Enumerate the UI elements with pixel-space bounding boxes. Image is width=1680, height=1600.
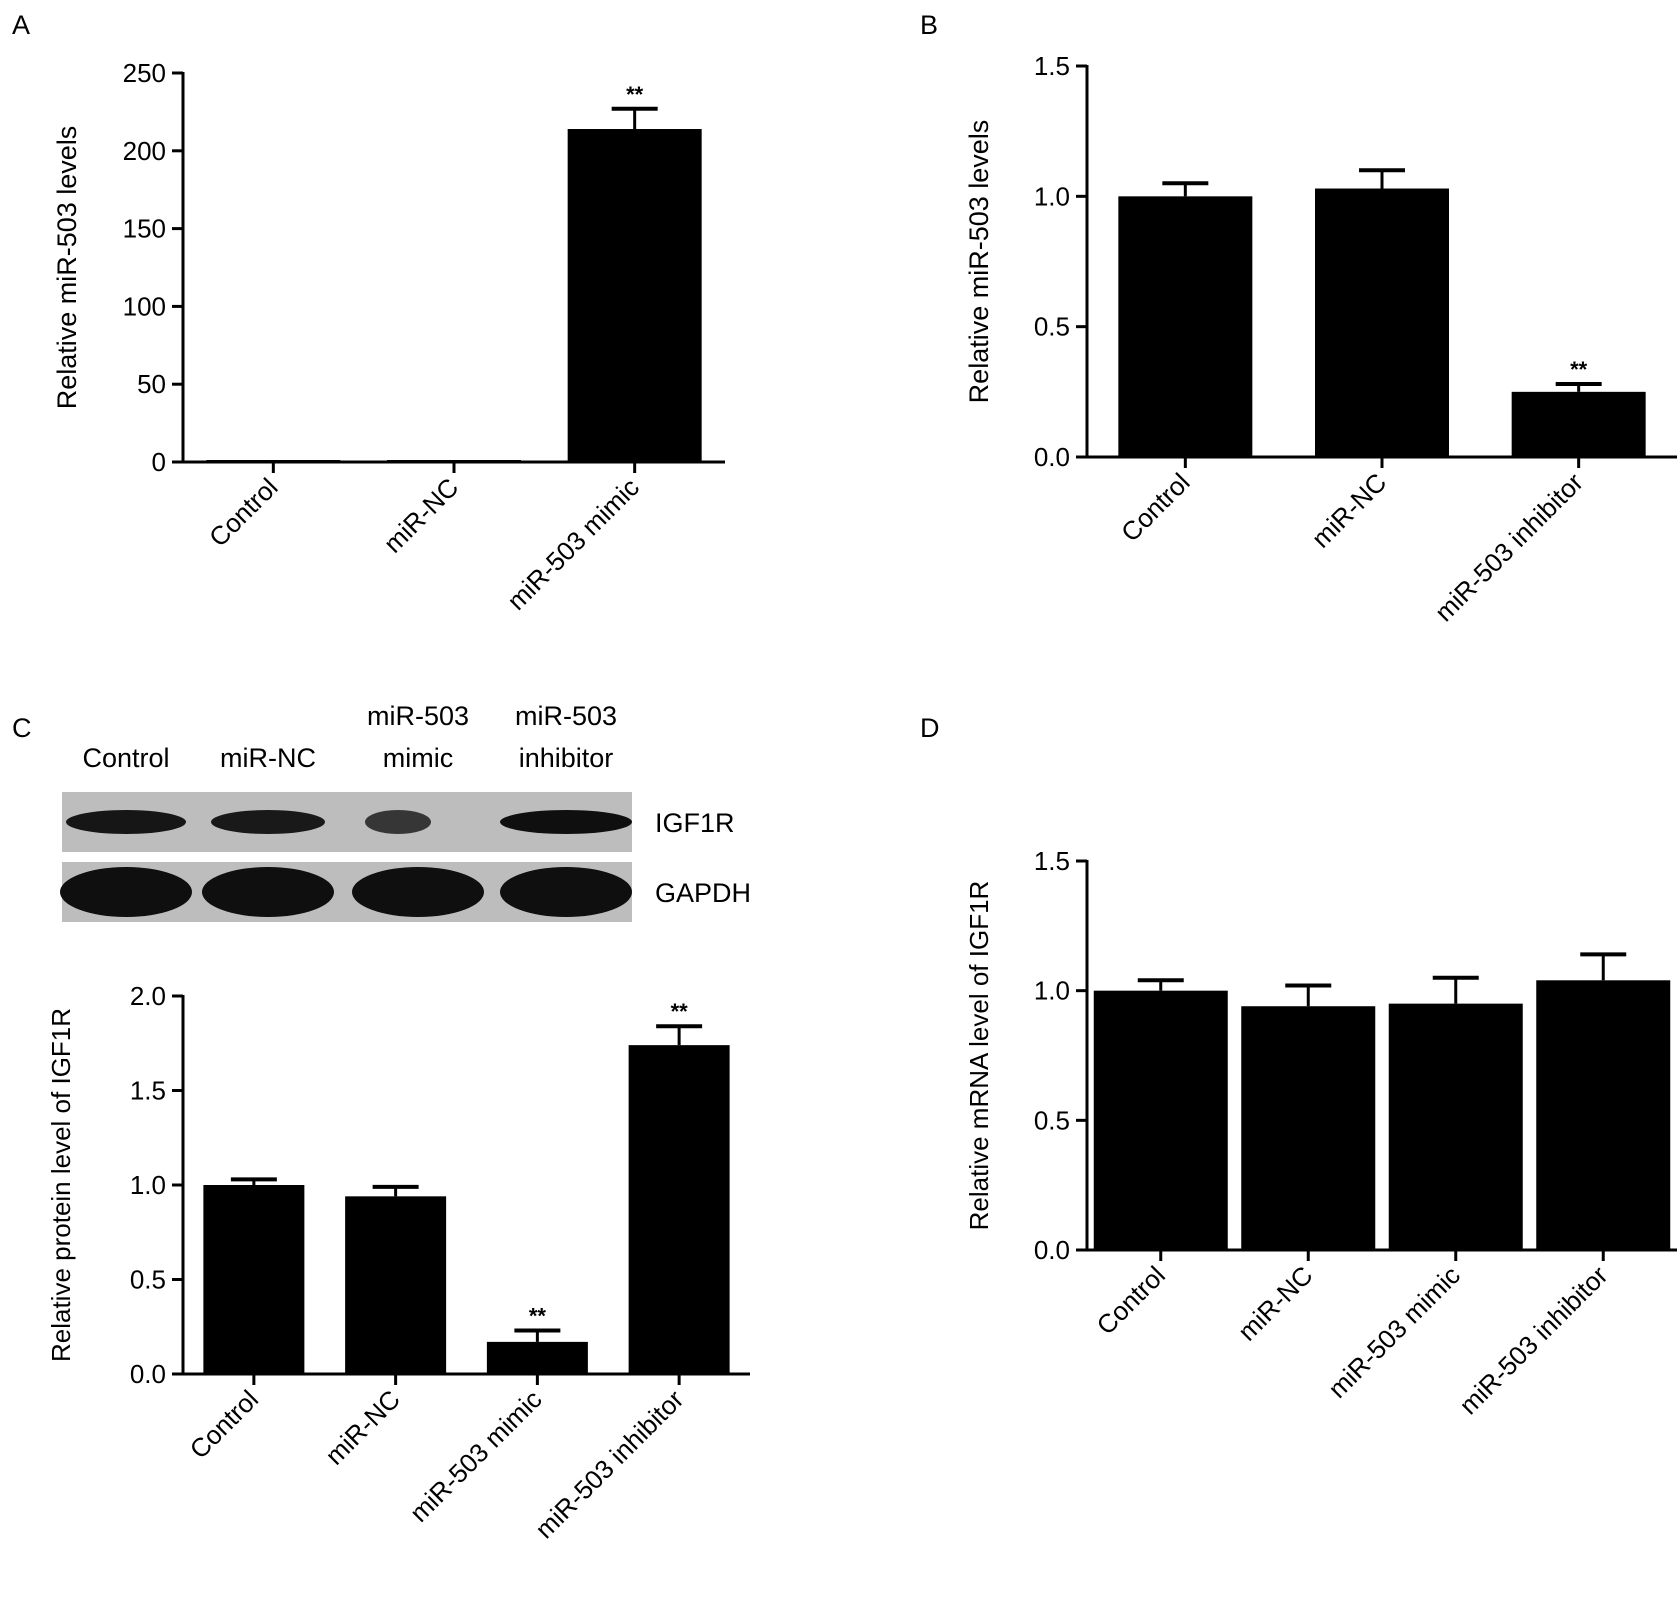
blot-row-label: IGF1R (655, 808, 735, 838)
x-tick-label: Control (203, 472, 283, 552)
panel-letter-c: C (12, 713, 32, 743)
x-tick-label: Control (1091, 1260, 1171, 1340)
y-tick-label: 1.5 (130, 1076, 166, 1106)
y-tick-label: 0 (152, 447, 166, 477)
x-tick-label: miR-NC (1306, 467, 1393, 554)
blot-band (500, 867, 632, 917)
y-tick-label: 1.0 (1034, 976, 1070, 1006)
y-tick-label: 1.0 (130, 1170, 166, 1200)
x-tick-label: Control (184, 1384, 264, 1464)
x-tick-label: miR-503 mimic (404, 1384, 548, 1528)
y-tick-label: 2.0 (130, 981, 166, 1011)
x-tick-label: miR-NC (378, 472, 465, 559)
significance-marker: ** (626, 82, 644, 107)
y-tick-label: 0.5 (1034, 312, 1070, 342)
y-tick-label: 250 (123, 58, 166, 88)
y-tick-label: 1.0 (1034, 181, 1070, 211)
blot-band (365, 810, 431, 834)
significance-marker: ** (671, 999, 689, 1024)
x-tick-label: Control (1115, 467, 1195, 547)
y-axis-label: Relative protein level of IGF1R (46, 1008, 76, 1362)
y-axis-label: Relative miR-503 levels (52, 126, 82, 410)
blot-lane-label: miR-NC (220, 743, 316, 773)
y-tick-label: 200 (123, 136, 166, 166)
x-tick-label: miR-503 mimic (1322, 1260, 1466, 1404)
blot-lane-label: mimic (383, 743, 453, 773)
bar (1511, 391, 1646, 457)
blot-row-label: GAPDH (655, 878, 751, 908)
significance-marker: ** (1570, 357, 1588, 382)
bar (206, 460, 341, 462)
bar (1118, 196, 1253, 458)
y-tick-label: 0.5 (130, 1265, 166, 1295)
bar (203, 1185, 305, 1374)
y-tick-label: 1.5 (1034, 846, 1070, 876)
x-tick-label: miR-NC (319, 1384, 406, 1471)
y-tick-label: 0.0 (1034, 1235, 1070, 1265)
chart-b-relative-mir503-inhibitor: 0.0 0.5 1.0 1.5 Relative miR-503 levels Contr… (964, 51, 1677, 627)
blot-lane-label: miR-503 (367, 701, 469, 731)
y-tick-label: 1.5 (1034, 51, 1070, 81)
chart-c-relative-protein-igf1r: 0.0 0.5 1.0 1.5 2.0 Relative protein level of… (46, 981, 750, 1544)
y-tick-label: 100 (123, 291, 166, 321)
bar (1093, 990, 1228, 1250)
bar (628, 1045, 730, 1374)
bar (1315, 188, 1449, 457)
y-tick-label: 0.0 (1034, 442, 1070, 472)
blot-band (352, 867, 484, 917)
bar (1388, 1003, 1523, 1250)
x-tick-label: miR-503 inhibitor (1453, 1260, 1613, 1420)
bar (567, 129, 702, 463)
blot-band (66, 810, 186, 834)
western-blot: Control miR-NC miR-503 mimic miR-503 inhibito… (60, 701, 751, 922)
blot-band (60, 867, 192, 917)
bar (345, 1196, 447, 1374)
y-axis-label: Relative mRNA level of IGF1R (964, 881, 994, 1231)
blot-lane-label: miR-503 (515, 701, 617, 731)
blot-lane-label: Control (82, 743, 169, 773)
panel-letter-a: A (12, 10, 30, 40)
y-axis-label: Relative miR-503 levels (964, 120, 994, 404)
bar (1241, 1006, 1376, 1250)
bar (387, 460, 521, 462)
blot-band (202, 867, 334, 917)
y-tick-label: 0.0 (130, 1359, 166, 1389)
x-tick-label: miR-503 inhibitor (1429, 467, 1589, 627)
panel-letter-d: D (920, 713, 940, 743)
bar (486, 1341, 588, 1374)
blot-band (500, 810, 632, 834)
blot-lane-label: inhibitor (519, 743, 614, 773)
y-tick-label: 50 (137, 369, 166, 399)
x-tick-label: miR-503 inhibitor (529, 1384, 689, 1544)
bar (1536, 980, 1671, 1250)
blot-band (211, 810, 325, 834)
panel-letter-b: B (920, 10, 938, 40)
y-tick-label: 0.5 (1034, 1105, 1070, 1135)
x-tick-label: miR-NC (1232, 1260, 1319, 1347)
significance-marker: ** (529, 1304, 547, 1329)
chart-d-relative-mrna-igf1r: 0.0 0.5 1.0 1.5 Relative mRNA level of IGF1R… (964, 846, 1677, 1420)
y-tick-label: 150 (123, 214, 166, 244)
x-tick-label: miR-503 mimic (501, 472, 645, 616)
chart-a-relative-mir503-mimic: 0 50 100 150 200 250 Relative miR-503 levels Co… (52, 58, 725, 616)
